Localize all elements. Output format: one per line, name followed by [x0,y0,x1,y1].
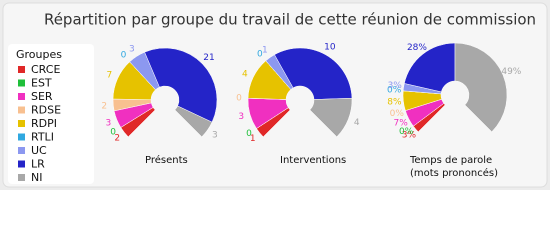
value-label: 2 [101,101,107,111]
value-label: 0% [390,109,405,119]
value-label: 1 [250,134,256,144]
value-label: 7% [394,118,409,128]
legend-label: RTLI [31,131,54,144]
legend-label: LR [31,158,45,171]
value-label: 0 [236,93,242,103]
value-label: 8% [387,97,402,107]
value-label: 21 [203,53,214,63]
value-label: 2 [114,133,120,143]
value-label: 10 [324,42,336,52]
legend-label: RDPI [31,117,57,130]
chart-label: Interventions [280,155,346,166]
value-label: 0% [399,127,414,137]
legend-swatch [18,174,25,181]
value-label: 0 [257,50,263,60]
value-label: 0 [246,129,252,139]
value-label: 3 [212,131,218,141]
chart-label: Temps de parole [409,155,492,166]
value-label: 3 [129,44,135,54]
legend-box [8,44,94,184]
value-label: 49% [501,67,521,77]
legend-swatch [18,160,25,168]
chart-label: (mots prononcés) [410,167,498,179]
legend-swatch [18,66,25,73]
value-label: 4 [354,118,360,128]
value-label: 0 [121,51,127,61]
pie-hole [151,86,179,114]
legend-swatch [18,147,25,154]
value-label: 3 [106,118,112,128]
legend-swatch [18,79,25,87]
chart: Répartition par groupe du travail de cet… [0,0,550,190]
chart-label: Présents [145,154,188,166]
value-label: 7 [106,71,112,81]
pie-slice [309,97,353,138]
legend-label: UC [31,144,47,157]
legend-label: RDSE [31,104,61,117]
pie-hole [286,86,314,114]
legend-label: SER [31,90,53,103]
legend-label: NI [31,171,42,184]
value-label: 0% [387,86,402,96]
legend-swatch [18,120,25,127]
value-label: 4 [242,69,248,79]
pie-hole [441,81,469,109]
legend-label: CRCE [31,63,60,76]
legend-label: EST [31,77,52,90]
legend-swatch [18,133,25,141]
legend-swatch [18,93,25,100]
value-label: 0 [110,128,116,138]
legend-swatch [18,106,25,114]
value-label: 3% [402,130,417,140]
value-label: 28% [407,43,427,53]
value-label: 3% [388,81,403,91]
chart-title: Répartition par groupe du travail de cet… [44,11,536,29]
legend-title: Groupes [16,48,62,61]
value-label: 1 [262,46,268,56]
value-label: 3 [238,112,244,122]
